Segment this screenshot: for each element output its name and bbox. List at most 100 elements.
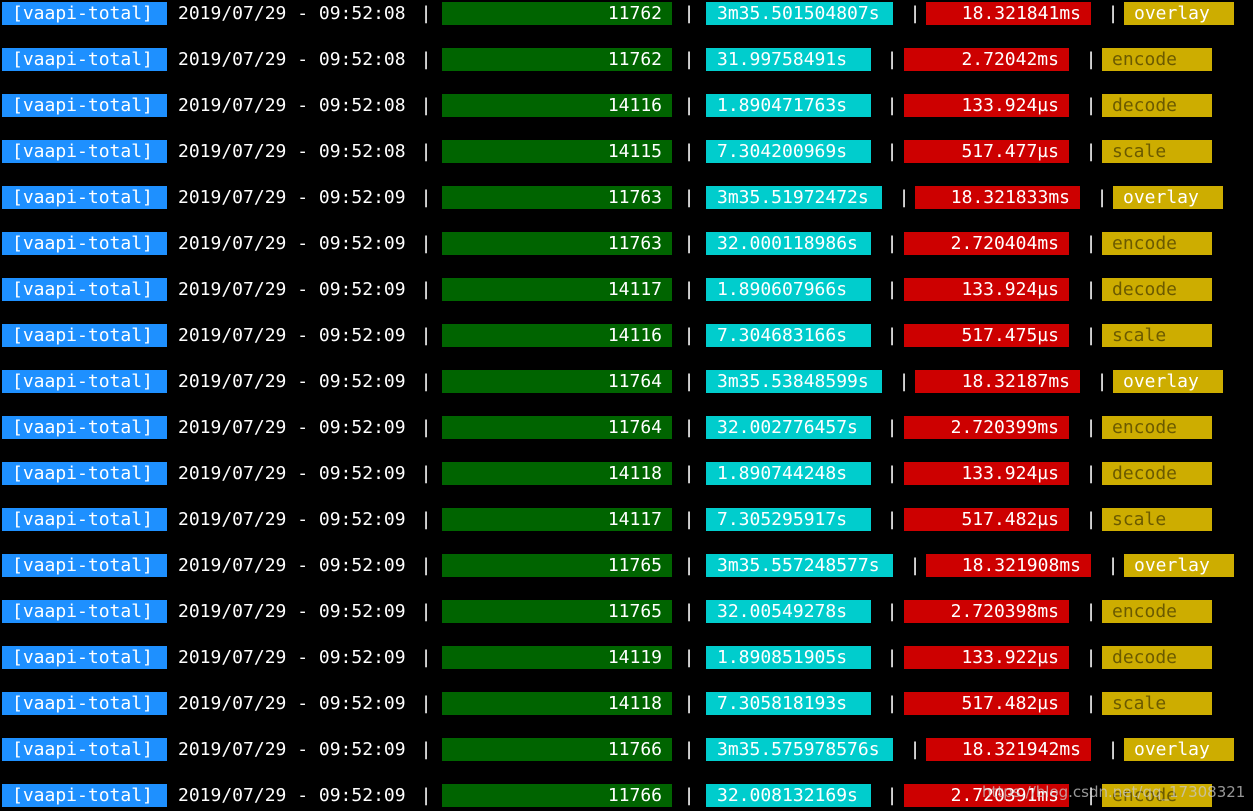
separator: |	[1096, 187, 1108, 208]
total-duration: 7.305295917s	[706, 508, 871, 531]
operation-name: decode	[1102, 94, 1212, 117]
separator: |	[683, 187, 695, 208]
total-duration: 3m35.501504807s	[706, 2, 893, 25]
call-count: 11765	[442, 600, 672, 623]
separator: |	[683, 463, 695, 484]
log-line: [vaapi-total] 2019/07/29 - 09:52:09 | 11764…	[0, 416, 1253, 439]
log-line: [vaapi-total] 2019/07/29 - 09:52:09 | 11763…	[0, 232, 1253, 255]
separator: |	[886, 141, 898, 162]
total-duration: 3m35.51972472s	[706, 186, 882, 209]
separator: |	[1085, 141, 1097, 162]
operation-name: decode	[1102, 646, 1212, 669]
log-timestamp: 2019/07/29 - 09:52:08	[178, 95, 406, 116]
separator: |	[909, 555, 921, 576]
operation-name: overlay	[1124, 738, 1234, 761]
separator: |	[898, 187, 910, 208]
separator: |	[683, 233, 695, 254]
average-duration: 18.321841ms	[926, 2, 1091, 25]
separator: |	[886, 785, 898, 806]
separator: |	[683, 693, 695, 714]
log-timestamp: 2019/07/29 - 09:52:09	[178, 417, 406, 438]
log-timestamp: 2019/07/29 - 09:52:09	[178, 739, 406, 760]
separator: |	[420, 601, 432, 622]
separator: |	[1085, 325, 1097, 346]
operation-name: encode	[1102, 232, 1212, 255]
call-count: 11766	[442, 784, 672, 807]
total-duration: 31.99758491s	[706, 48, 871, 71]
log-line: [vaapi-total] 2019/07/29 - 09:52:09 | 14118…	[0, 692, 1253, 715]
log-tag: [vaapi-total]	[2, 600, 167, 623]
separator: |	[420, 325, 432, 346]
log-timestamp: 2019/07/29 - 09:52:09	[178, 371, 406, 392]
call-count: 14119	[442, 646, 672, 669]
log-line: [vaapi-total] 2019/07/29 - 09:52:08 | 14116…	[0, 94, 1253, 117]
call-count: 14117	[442, 278, 672, 301]
total-duration: 32.00549278s	[706, 600, 871, 623]
log-timestamp: 2019/07/29 - 09:52:09	[178, 187, 406, 208]
separator: |	[1085, 463, 1097, 484]
separator: |	[886, 601, 898, 622]
separator: |	[420, 739, 432, 760]
separator: |	[683, 739, 695, 760]
average-duration: 133.924µs	[904, 94, 1069, 117]
log-tag: [vaapi-total]	[2, 48, 167, 71]
log-tag: [vaapi-total]	[2, 462, 167, 485]
separator: |	[420, 187, 432, 208]
total-duration: 32.000118986s	[706, 232, 871, 255]
operation-name: encode	[1102, 48, 1212, 71]
separator: |	[886, 647, 898, 668]
average-duration: 18.321942ms	[926, 738, 1091, 761]
separator: |	[1096, 371, 1108, 392]
total-duration: 7.305818193s	[706, 692, 871, 715]
separator: |	[420, 279, 432, 300]
call-count: 14118	[442, 692, 672, 715]
separator: |	[420, 693, 432, 714]
average-duration: 2.72042ms	[904, 48, 1069, 71]
separator: |	[886, 509, 898, 530]
log-tag: [vaapi-total]	[2, 324, 167, 347]
log-timestamp: 2019/07/29 - 09:52:09	[178, 647, 406, 668]
separator: |	[1085, 417, 1097, 438]
log-tag: [vaapi-total]	[2, 508, 167, 531]
log-timestamp: 2019/07/29 - 09:52:09	[178, 555, 406, 576]
separator: |	[886, 49, 898, 70]
log-line: [vaapi-total] 2019/07/29 - 09:52:09 | 11764…	[0, 370, 1253, 393]
separator: |	[683, 49, 695, 70]
total-duration: 7.304683166s	[706, 324, 871, 347]
call-count: 11763	[442, 232, 672, 255]
operation-name: encode	[1102, 416, 1212, 439]
log-line: [vaapi-total] 2019/07/29 - 09:52:09 | 11766…	[0, 784, 1253, 807]
average-duration: 133.924µs	[904, 462, 1069, 485]
log-line: [vaapi-total] 2019/07/29 - 09:52:09 | 11765…	[0, 600, 1253, 623]
total-duration: 1.890744248s	[706, 462, 871, 485]
log-line: [vaapi-total] 2019/07/29 - 09:52:09 | 11765…	[0, 554, 1253, 577]
log-tag: [vaapi-total]	[2, 232, 167, 255]
separator: |	[683, 555, 695, 576]
log-tag: [vaapi-total]	[2, 186, 167, 209]
log-timestamp: 2019/07/29 - 09:52:09	[178, 601, 406, 622]
call-count: 11766	[442, 738, 672, 761]
separator: |	[886, 693, 898, 714]
average-duration: 18.32187ms	[915, 370, 1080, 393]
call-count: 11764	[442, 370, 672, 393]
log-timestamp: 2019/07/29 - 09:52:09	[178, 509, 406, 530]
operation-name: overlay	[1124, 2, 1234, 25]
operation-name: overlay	[1113, 370, 1223, 393]
separator: |	[1085, 49, 1097, 70]
log-line: [vaapi-total] 2019/07/29 - 09:52:09 | 11763…	[0, 186, 1253, 209]
separator: |	[683, 325, 695, 346]
separator: |	[683, 785, 695, 806]
log-line: [vaapi-total] 2019/07/29 - 09:52:09 | 14117…	[0, 278, 1253, 301]
operation-name: encode	[1102, 600, 1212, 623]
average-duration: 133.924µs	[904, 278, 1069, 301]
average-duration: 2.720404ms	[904, 232, 1069, 255]
separator: |	[683, 509, 695, 530]
operation-name: decode	[1102, 462, 1212, 485]
log-timestamp: 2019/07/29 - 09:52:09	[178, 693, 406, 714]
total-duration: 32.008132169s	[706, 784, 871, 807]
log-tag: [vaapi-total]	[2, 140, 167, 163]
average-duration: 2.720398ms	[904, 600, 1069, 623]
log-timestamp: 2019/07/29 - 09:52:09	[178, 325, 406, 346]
call-count: 11764	[442, 416, 672, 439]
separator: |	[420, 509, 432, 530]
